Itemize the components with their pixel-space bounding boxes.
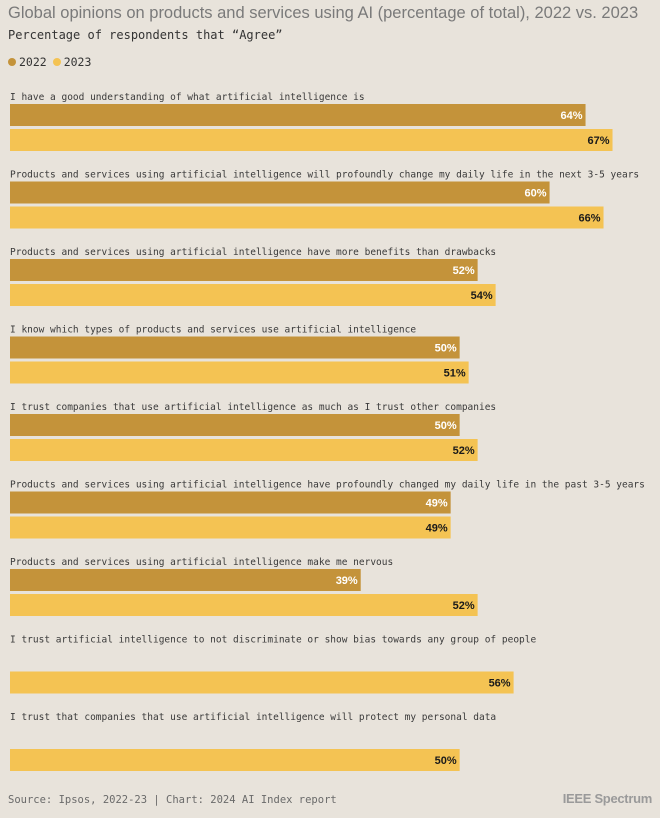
category-label: I trust that companies that use artifici… — [10, 712, 496, 723]
brand-logo: IEEE Spectrum — [562, 791, 653, 806]
value-label-2022: 50% — [435, 343, 457, 355]
category-label: I trust artificial intelligence to not d… — [10, 635, 536, 646]
bar-chart: I have a good understanding of what arti… — [10, 92, 645, 771]
category-label: Products and services using artificial i… — [10, 170, 639, 181]
chart-subtitle: Percentage of respondents that “Agree” — [8, 28, 283, 42]
bar-2022 — [10, 181, 550, 204]
legend-label-2022: 2022 — [19, 55, 47, 69]
bar-2022 — [10, 569, 361, 591]
bar-2023 — [10, 671, 514, 694]
value-label-2023: 51% — [444, 368, 466, 380]
bar-2022 — [10, 414, 460, 436]
value-label-2023: 56% — [489, 678, 511, 690]
legend-label-2023: 2023 — [63, 55, 92, 69]
bar-2023 — [10, 594, 478, 616]
value-label-2022: 49% — [426, 498, 448, 510]
category-label: Products and services using artificial i… — [10, 247, 496, 258]
value-label-2022: 64% — [561, 110, 583, 122]
legend: 2022 2023 — [8, 55, 91, 69]
bar-2023 — [10, 439, 478, 461]
bar-2022 — [10, 336, 460, 359]
legend-item-2022: 2022 — [8, 55, 47, 69]
bar-2023 — [10, 206, 604, 229]
category-label: Products and services using artificial i… — [10, 557, 393, 568]
category-label: I know which types of products and servi… — [10, 325, 416, 336]
value-label-2022: 60% — [525, 188, 547, 200]
category-label: Products and services using artificial i… — [10, 480, 645, 491]
value-label-2023: 54% — [471, 290, 493, 302]
legend-swatch-2022 — [8, 58, 16, 66]
bar-2023 — [10, 361, 469, 384]
bar-2023 — [10, 129, 613, 151]
value-label-2023: 52% — [453, 445, 475, 457]
bar-2023 — [10, 749, 460, 771]
legend-swatch-2023 — [52, 58, 61, 66]
legend-item-2023: 2023 — [52, 55, 92, 69]
value-label-2022: 50% — [435, 420, 457, 432]
bar-2022 — [10, 491, 451, 514]
category-label: I trust companies that use artificial in… — [10, 402, 496, 413]
value-label-2023: 49% — [426, 523, 448, 535]
bar-2023 — [10, 516, 451, 539]
chart-title: Global opinions on products and services… — [8, 4, 639, 22]
category-label: I have a good understanding of what arti… — [10, 92, 365, 103]
source-note: Source: Ipsos, 2022-23 | Chart: 2024 AI … — [8, 794, 337, 806]
value-label-2023: 50% — [435, 755, 457, 767]
value-label-2022: 52% — [453, 265, 475, 277]
bar-2023 — [10, 284, 496, 306]
bar-2022 — [10, 104, 586, 126]
value-label-2023: 67% — [587, 135, 609, 147]
value-label-2022: 39% — [336, 575, 358, 587]
value-label-2023: 66% — [578, 213, 600, 225]
bar-2022 — [10, 259, 478, 281]
value-label-2023: 52% — [453, 600, 475, 612]
